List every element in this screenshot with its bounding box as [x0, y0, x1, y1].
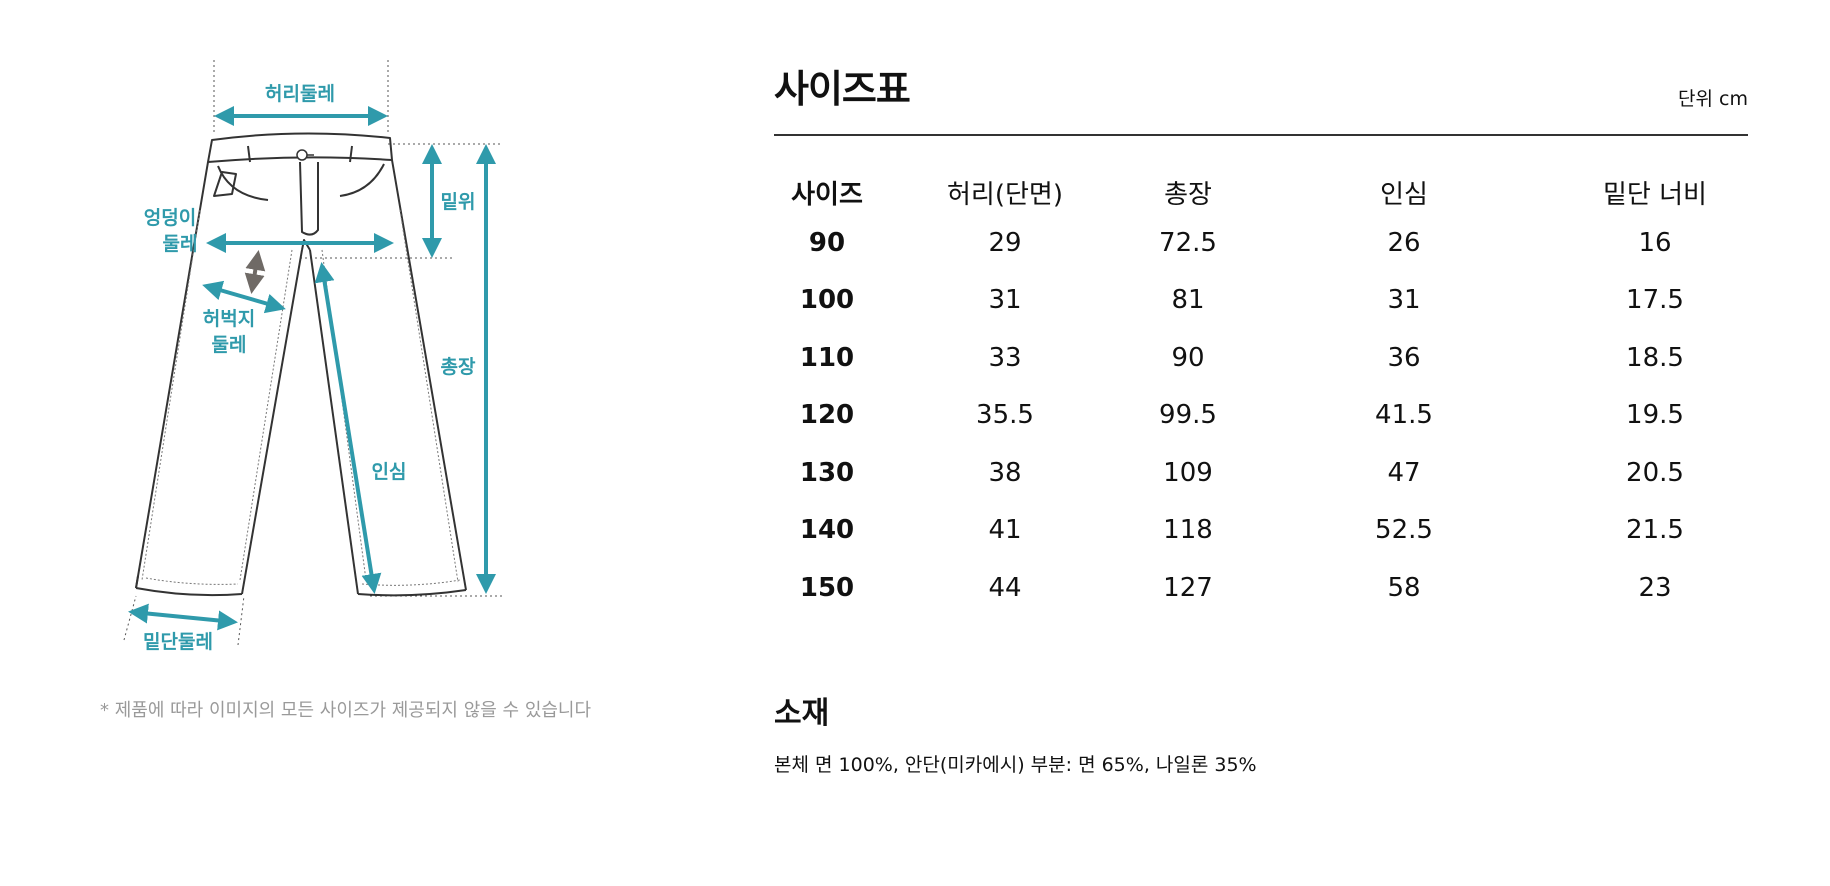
label-thigh-line2: 둘레 [212, 334, 247, 356]
size-chart-title: 사이즈표 [774, 67, 911, 111]
cell-size: 150 [799, 572, 855, 603]
cell-inseam: 31 [1387, 285, 1421, 316]
inseam-arrow [314, 262, 382, 594]
cell-hem-width: 18.5 [1626, 342, 1684, 373]
size-table: 사이즈 허리(단면) 총장 인심 밑단 너비 90 29 72.5 26 16 … [774, 170, 1748, 617]
cell-waist: 38 [988, 457, 1022, 488]
label-hip-line2: 둘레 [163, 233, 198, 255]
cell-size: 130 [799, 457, 855, 488]
thigh-arrow [202, 280, 286, 314]
cell-inseam: 52.5 [1375, 515, 1433, 546]
label-hem: 밑단둘레 [143, 631, 213, 653]
cell-waist: 31 [988, 285, 1022, 316]
label-thigh-line1: 허벅지 [203, 308, 255, 330]
label-hip-line1: 엉덩이 [144, 207, 196, 229]
cell-length: 109 [1163, 457, 1213, 488]
cell-length: 99.5 [1159, 400, 1217, 431]
label-length: 총장 [441, 356, 476, 378]
label-rise: 밑위 [441, 191, 476, 213]
pants-measurement-diagram: 허리둘레 밑위 엉덩이 둘레 허벅지 둘레 총장 인심 밑단둘레 [123, 60, 505, 653]
header-inseam: 인심 [1380, 179, 1428, 210]
divider [774, 134, 1748, 136]
cell-size: 90 [808, 227, 846, 258]
table-row: 150 44 127 58 23 [774, 559, 1748, 617]
cell-inseam: 58 [1387, 572, 1421, 603]
cell-length: 81 [1171, 285, 1205, 316]
cell-length: 118 [1163, 515, 1213, 546]
header-length: 총장 [1164, 179, 1212, 210]
cell-waist: 44 [988, 572, 1022, 603]
cell-hem-width: 20.5 [1626, 457, 1684, 488]
material-text: 본체 면 100%, 안단(미카에시) 부분: 면 65%, 나일론 35% [774, 754, 1257, 776]
cell-hem-width: 19.5 [1626, 400, 1684, 431]
header-hem-width: 밑단 너비 [1603, 179, 1707, 210]
cell-length: 72.5 [1159, 227, 1217, 258]
table-row: 130 38 109 47 20.5 [774, 444, 1748, 502]
table-header-row: 사이즈 허리(단면) 총장 인심 밑단 너비 [774, 170, 1748, 214]
thigh-offset-arrow [244, 250, 266, 294]
cell-waist: 41 [988, 515, 1022, 546]
cell-inseam: 41.5 [1375, 400, 1433, 431]
cell-length: 90 [1171, 342, 1205, 373]
material-title: 소재 [774, 696, 830, 731]
cell-inseam: 26 [1387, 227, 1421, 258]
header-waist: 허리(단면) [947, 179, 1063, 210]
pants-outline [135, 132, 467, 597]
cell-hem-width: 21.5 [1626, 515, 1684, 546]
cell-hem-width: 16 [1638, 227, 1672, 258]
cell-size: 100 [799, 285, 855, 316]
table-row: 90 29 72.5 26 16 [774, 214, 1748, 272]
hem-arrow [128, 603, 238, 631]
table-row: 100 31 81 31 17.5 [774, 272, 1748, 330]
label-waist: 허리둘레 [265, 83, 335, 105]
cell-waist: 33 [988, 342, 1022, 373]
cell-inseam: 36 [1387, 342, 1421, 373]
cell-hem-width: 23 [1638, 572, 1672, 603]
cell-size: 120 [799, 400, 855, 431]
cell-size: 140 [799, 515, 855, 546]
header-size: 사이즈 [791, 179, 863, 210]
cell-waist: 35.5 [976, 400, 1034, 431]
cell-inseam: 47 [1387, 457, 1421, 488]
label-inseam: 인심 [372, 461, 407, 483]
table-row: 140 41 118 52.5 21.5 [774, 502, 1748, 560]
cell-hem-width: 17.5 [1626, 285, 1684, 316]
size-disclaimer-note: * 제품에 따라 이미지의 모든 사이즈가 제공되지 않을 수 있습니다 [100, 700, 592, 721]
table-row: 110 33 90 36 18.5 [774, 329, 1748, 387]
cell-size: 110 [799, 342, 855, 373]
cell-waist: 29 [988, 227, 1022, 258]
table-row: 120 35.5 99.5 41.5 19.5 [774, 387, 1748, 445]
cell-length: 127 [1163, 572, 1213, 603]
unit-label: 단위 cm [1678, 88, 1748, 110]
